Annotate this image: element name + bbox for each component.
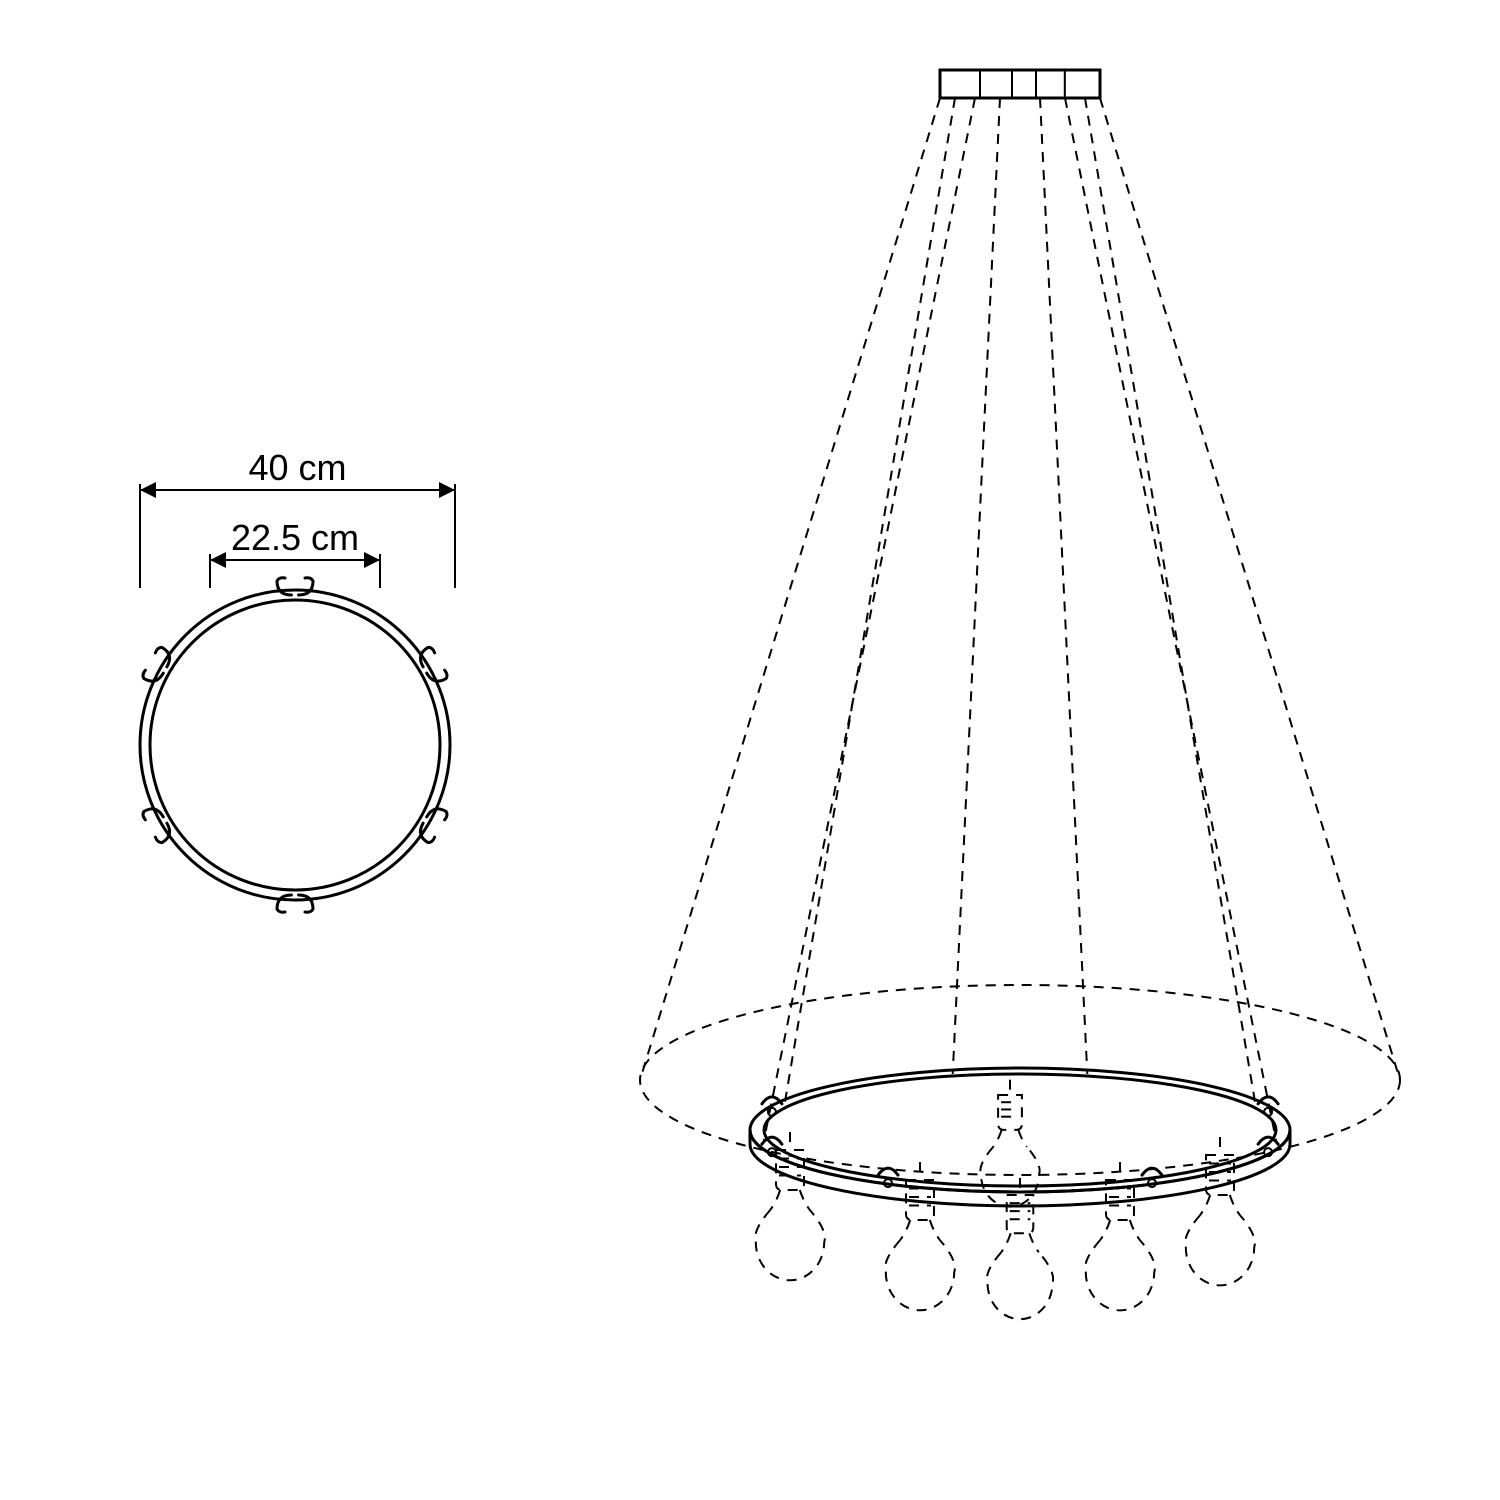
bulb (987, 1178, 1053, 1319)
dimension-label: 40 cm (248, 447, 346, 488)
top-view: 40 cm 22.5 cm (140, 447, 455, 912)
bulb (980, 1080, 1039, 1207)
bulb (1185, 1137, 1255, 1285)
technical-drawing: 40 cm 22.5 cm (0, 0, 1500, 1500)
pendant-view (640, 70, 1400, 1319)
dimension-label: 22.5 cm (231, 517, 359, 558)
